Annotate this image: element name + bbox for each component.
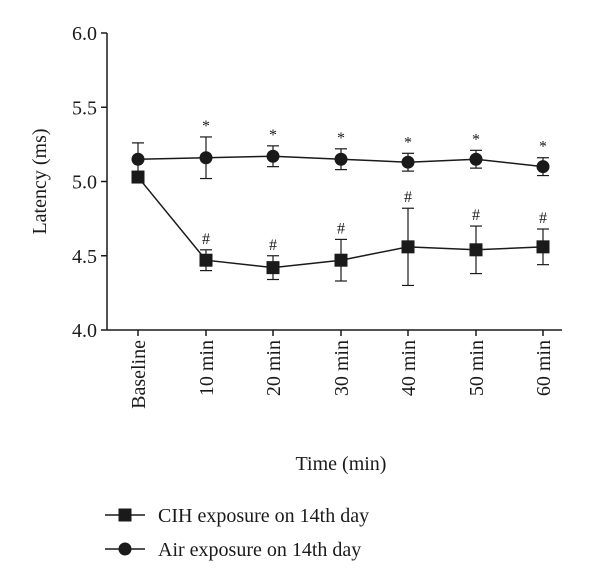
data-point [401, 240, 415, 254]
data-point [131, 152, 145, 166]
x-tick-label: 10 min [196, 340, 218, 396]
data-point [536, 240, 550, 254]
series-cih: # # # # # # [131, 170, 550, 287]
x-tick-label: 40 min [398, 340, 420, 396]
axes [106, 33, 562, 331]
significance-marker: # [337, 220, 345, 237]
data-point [131, 170, 145, 184]
data-point [469, 243, 483, 257]
significance-marker: # [472, 207, 480, 224]
data-point [401, 155, 415, 169]
x-tick-label: 60 min [533, 340, 555, 396]
data-point [266, 261, 280, 275]
x-axis-label: Time (min) [296, 453, 387, 475]
y-axis-ticks: 4.0 4.5 5.0 5.5 6.0 [72, 23, 107, 342]
x-tick-label: Baseline [128, 340, 150, 409]
data-point [536, 160, 550, 174]
data-point [334, 253, 348, 267]
significance-marker: * [404, 134, 412, 151]
y-axis-label: Latency (ms) [29, 128, 51, 234]
plot-area: # # # # # # * * * * * * [131, 118, 550, 287]
significance-marker: * [202, 118, 210, 135]
x-tick-label: 30 min [331, 340, 353, 396]
legend: CIH exposure on 14th day Air exposure on … [105, 505, 369, 561]
legend-item: CIH exposure on 14th day [105, 505, 369, 527]
legend-item: Air exposure on 14th day [105, 539, 361, 561]
legend-label: Air exposure on 14th day [158, 539, 361, 561]
data-point [266, 149, 280, 163]
significance-marker: * [269, 127, 277, 144]
x-tick-label: 50 min [466, 340, 488, 396]
y-tick-label: 4.0 [72, 320, 97, 342]
x-axis-ticks: Baseline 10 min 20 min 30 min 40 min 50 min 60… [128, 330, 555, 409]
y-tick-label: 4.5 [72, 246, 97, 268]
significance-marker: # [202, 231, 210, 248]
legend-marker [118, 508, 132, 522]
data-point [334, 152, 348, 166]
significance-marker: # [539, 210, 547, 227]
y-tick-label: 5.0 [72, 172, 97, 194]
y-tick-label: 5.5 [72, 97, 97, 119]
significance-marker: # [404, 189, 412, 206]
significance-marker: # [269, 237, 277, 254]
data-point [469, 152, 483, 166]
data-point [199, 151, 213, 165]
significance-marker: * [337, 130, 345, 147]
x-tick-label: 20 min [263, 340, 285, 396]
data-point [199, 253, 213, 267]
y-tick-label: 6.0 [72, 23, 97, 45]
significance-marker: * [539, 139, 547, 156]
series-air: * * * * * * [131, 118, 550, 180]
significance-marker: * [472, 131, 480, 148]
legend-marker [118, 542, 132, 556]
legend-label: CIH exposure on 14th day [158, 505, 369, 527]
